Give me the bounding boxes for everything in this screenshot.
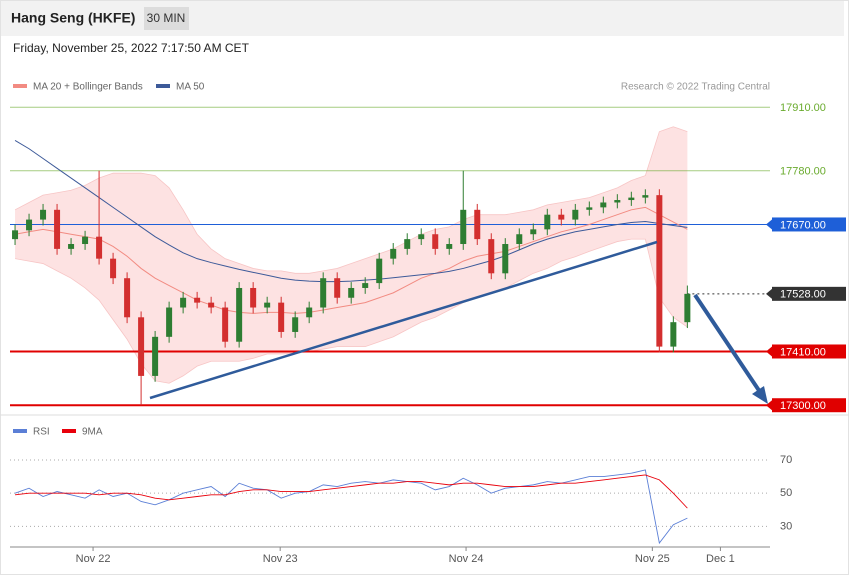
candle-body: [236, 287, 243, 342]
level-box: [772, 398, 846, 413]
date: Friday, November 25, 2022 7:17:50 AM CET: [13, 41, 250, 55]
level-box: [772, 217, 846, 232]
candle-body: [306, 307, 313, 318]
candle-body: [600, 202, 607, 208]
y-tick-label: 70: [780, 454, 792, 466]
legend-label: MA 50: [176, 82, 205, 93]
level-pointer: [766, 219, 772, 230]
candle-body: [12, 230, 19, 240]
candle-body: [40, 209, 47, 220]
candle-body: [334, 278, 341, 298]
band-lower: [14, 238, 688, 384]
candle-body: [292, 317, 299, 332]
candle-body: [320, 278, 327, 308]
candle-body: [250, 287, 257, 308]
level-box: [772, 344, 846, 359]
candle-body: [628, 197, 635, 201]
x-tick-label: Nov 22: [76, 553, 111, 565]
candle-body: [194, 297, 201, 303]
title: Hang Seng (HKFE): [11, 10, 135, 26]
interval-box: [144, 7, 189, 30]
x-tick-label: Nov 25: [635, 553, 670, 565]
candle-body: [348, 287, 355, 298]
candle-body: [586, 207, 593, 210]
legend-swatch: [13, 84, 27, 88]
legend-label: MA 20 + Bollinger Bands: [33, 82, 143, 93]
interval: 30 MIN: [147, 11, 186, 25]
candle-body: [222, 307, 229, 342]
candle-body: [82, 236, 89, 245]
candle-body: [208, 302, 215, 308]
header-bar: [1, 1, 844, 36]
y-tick-label: 30: [780, 520, 792, 532]
candle-body: [530, 229, 537, 235]
candle-body: [54, 209, 61, 249]
candle-body: [614, 200, 621, 203]
level-label: 17300.00: [780, 400, 826, 412]
candle-body: [432, 234, 439, 249]
candle-body: [558, 214, 565, 220]
candle-body: [362, 283, 369, 288]
level-pointer: [766, 288, 772, 299]
candle-body: [110, 258, 117, 279]
trend-line: [149, 240, 658, 400]
level-label: 17410.00: [780, 346, 826, 358]
forecast-arrow: [693, 293, 762, 394]
rsi-panel: RSI 9MA 70 50 30 Nov 22 Nov 23 Nov 24 Nov 25 Dec …: [10, 427, 792, 565]
candle-body: [376, 258, 383, 284]
candle-body: [68, 244, 75, 249]
x-tick-label: Nov 23: [263, 553, 298, 565]
candle-body: [446, 244, 453, 249]
legend-swatch: [13, 429, 27, 433]
ma-line: [14, 140, 688, 283]
level-label: 17670.00: [780, 219, 826, 231]
arrow-head: [752, 386, 768, 404]
level-pointer: [766, 400, 772, 411]
ma-line: [14, 206, 688, 314]
level-label: 17780.00: [780, 166, 826, 178]
candle-body: [544, 214, 551, 230]
candle-body: [264, 302, 271, 308]
candle-body: [516, 234, 523, 245]
price-panel: MA 20 + Bollinger Bands MA 50 17910.00 1778…: [10, 82, 846, 413]
legend-label: RSI: [33, 427, 50, 438]
candle-body: [124, 278, 131, 318]
level-pointer: [766, 346, 772, 357]
candle-body: [166, 307, 173, 337]
legend-swatch: [62, 429, 76, 433]
candle-body: [278, 302, 285, 332]
candle-body: [180, 297, 187, 308]
candle-body: [152, 336, 159, 376]
candle-body: [26, 219, 33, 231]
band-upper: [14, 126, 688, 274]
candle-body: [474, 209, 481, 240]
bollinger-band: [15, 126, 688, 384]
candle-body: [96, 236, 103, 259]
candle-body: [670, 322, 677, 347]
level-box: [772, 286, 846, 301]
candle-body: [488, 239, 495, 274]
candle-body: [460, 209, 467, 245]
level-label: 17910.00: [780, 102, 826, 114]
candle-body: [572, 209, 579, 220]
level-label: 17528.00: [780, 289, 826, 301]
legend-label: 9MA: [82, 427, 103, 438]
y-tick-label: 50: [780, 487, 792, 499]
legend-swatch: [156, 84, 170, 88]
candle-body: [502, 244, 509, 274]
candle-body: [684, 293, 691, 323]
rsi-line: [14, 474, 688, 509]
candle-body: [404, 239, 411, 249]
candle-body: [656, 195, 663, 347]
credit: Research © 2022 Trading Central: [621, 82, 770, 93]
candle-body: [642, 195, 649, 198]
x-tick-label: Dec 1: [706, 553, 735, 565]
candle-body: [390, 248, 397, 259]
candle-body: [138, 317, 145, 376]
candle-body: [418, 234, 425, 240]
x-tick-label: Nov 24: [449, 553, 484, 565]
